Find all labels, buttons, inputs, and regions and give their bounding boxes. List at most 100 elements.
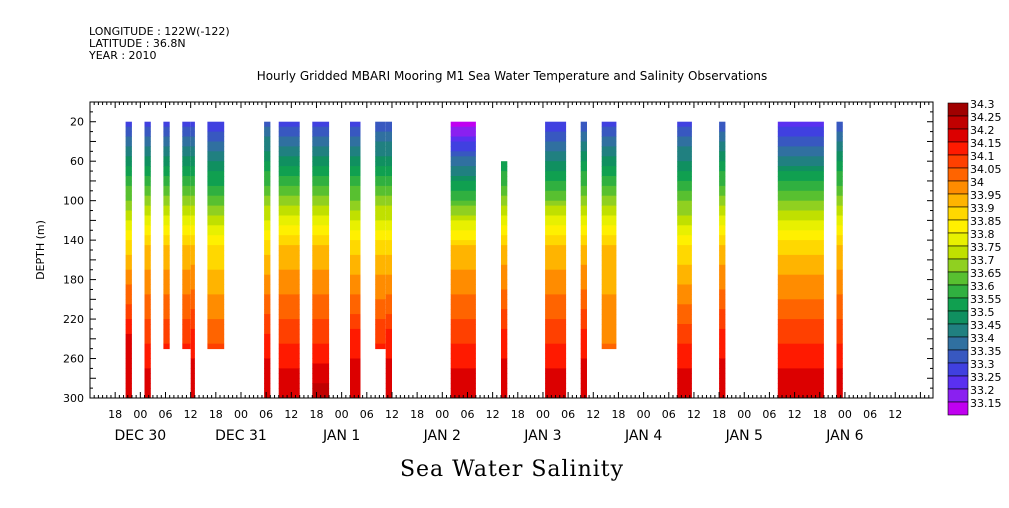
salinity-cell: [385, 304, 392, 310]
salinity-cell: [190, 373, 195, 379]
salinity-cell: [350, 314, 361, 320]
salinity-cell: [182, 230, 191, 236]
salinity-cell: [278, 343, 300, 350]
salinity-cell: [601, 180, 617, 187]
salinity-cell: [207, 180, 225, 187]
salinity-cell: [350, 279, 361, 285]
salinity-cell: [182, 235, 191, 241]
salinity-cell: [144, 235, 151, 241]
salinity-cell: [144, 274, 151, 281]
salinity-cell: [580, 328, 587, 335]
salinity-cell: [144, 378, 151, 384]
salinity-cell: [278, 274, 300, 281]
salinity-cell: [501, 190, 508, 197]
salinity-cell: [312, 126, 330, 133]
salinity-cell: [278, 161, 300, 167]
salinity-cell: [545, 225, 567, 231]
salinity-cell: [836, 136, 843, 142]
salinity-cell: [777, 333, 824, 340]
salinity-cell: [777, 299, 824, 305]
salinity-cell: [278, 373, 300, 379]
salinity-cell: [182, 259, 191, 266]
salinity-cell: [580, 393, 587, 399]
salinity-cell: [545, 240, 567, 246]
salinity-cell: [719, 343, 726, 350]
salinity-cell: [719, 215, 726, 221]
colorbar-label: 33.15: [970, 397, 1002, 410]
salinity-cell: [264, 309, 271, 315]
salinity-cell: [545, 250, 567, 256]
salinity-cell: [350, 171, 361, 177]
salinity-cell: [182, 284, 191, 290]
salinity-cell: [545, 358, 567, 364]
salinity-cell: [450, 161, 476, 167]
salinity-column-12: [385, 121, 392, 399]
salinity-cell: [125, 205, 132, 211]
salinity-cell: [190, 304, 195, 310]
chart-title: Hourly Gridded MBARI Mooring M1 Sea Wate…: [257, 69, 768, 83]
salinity-cell: [677, 200, 692, 207]
salinity-cell: [264, 264, 271, 271]
salinity-cell: [501, 324, 508, 330]
salinity-cell: [163, 156, 170, 162]
salinity-cell: [264, 156, 271, 162]
salinity-cell: [278, 388, 300, 394]
salinity-cell: [125, 299, 132, 305]
salinity-cell: [350, 343, 361, 350]
x-tick-label: 12: [687, 408, 701, 421]
salinity-cell: [719, 299, 726, 305]
salinity-cell: [163, 314, 170, 320]
salinity-cell: [677, 151, 692, 157]
colorbar-swatch: [947, 232, 969, 247]
salinity-column-2: [144, 121, 151, 399]
salinity-cell: [719, 358, 726, 364]
salinity-cell: [182, 279, 191, 285]
salinity-cell: [125, 378, 132, 384]
salinity-cell: [580, 314, 587, 320]
salinity-cell: [836, 378, 843, 384]
salinity-cell: [163, 264, 170, 271]
salinity-cell: [190, 274, 195, 281]
salinity-cell: [144, 319, 151, 325]
colorbar-swatch: [947, 310, 969, 325]
salinity-cell: [207, 309, 225, 315]
salinity-cell: [777, 378, 824, 384]
x-tick-label: 00: [234, 408, 248, 421]
salinity-cell: [144, 289, 151, 295]
salinity-cell: [182, 151, 191, 157]
salinity-cell: [312, 121, 330, 128]
salinity-cell: [264, 146, 271, 152]
salinity-cell: [719, 309, 726, 315]
salinity-cell: [264, 289, 271, 295]
salinity-cell: [125, 319, 132, 325]
salinity-cell: [836, 289, 843, 295]
salinity-cell: [450, 141, 476, 147]
salinity-cell: [190, 225, 195, 231]
salinity-cell: [719, 368, 726, 374]
salinity-cell: [375, 121, 386, 128]
salinity-cell: [545, 121, 567, 128]
salinity-cell: [777, 353, 824, 359]
salinity-cell: [190, 279, 195, 285]
salinity-cell: [163, 324, 170, 330]
salinity-cell: [264, 200, 271, 207]
salinity-cell: [125, 126, 132, 133]
salinity-cell: [207, 215, 225, 221]
salinity-cell: [580, 304, 587, 310]
salinity-cell: [385, 373, 392, 379]
salinity-cell: [375, 235, 386, 241]
x-tick-label: 00: [838, 408, 852, 421]
salinity-cell: [312, 200, 330, 207]
colorbar-label: 33.65: [970, 267, 1002, 280]
salinity-cell: [836, 304, 843, 310]
salinity-cell: [601, 146, 617, 152]
salinity-cell: [836, 319, 843, 325]
salinity-cell: [144, 220, 151, 226]
salinity-cell: [163, 141, 170, 147]
salinity-cell: [545, 195, 567, 202]
salinity-cell: [677, 353, 692, 359]
salinity-cell: [777, 284, 824, 290]
salinity-cell: [163, 161, 170, 167]
salinity-cell: [182, 200, 191, 207]
salinity-cell: [207, 200, 225, 207]
